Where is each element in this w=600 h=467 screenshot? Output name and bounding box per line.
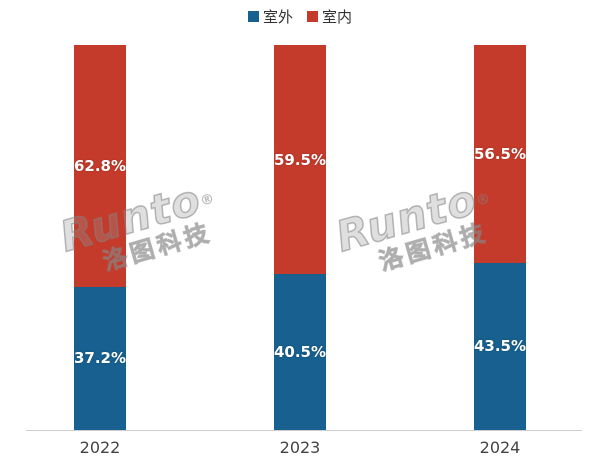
legend-label-outdoor: 室外 [262, 8, 293, 26]
bar-segment-室内-2022: 62.8% [74, 45, 126, 287]
bar-value-label: 40.5% [273, 343, 327, 362]
x-axis-labels: 2022 2023 2024 [0, 438, 600, 457]
bar-value-label: 56.5% [473, 144, 527, 163]
bar-value-label: 37.2% [73, 349, 127, 368]
bar-segment-室外-2023: 40.5% [274, 274, 326, 430]
x-tick-2022: 2022 [79, 438, 121, 457]
legend-label-indoor: 室内 [322, 8, 353, 26]
bar-segment-室内-2024: 56.5% [474, 45, 526, 263]
chart-legend: 室外 室内 [0, 6, 600, 27]
x-tick-2023: 2023 [279, 438, 321, 457]
bar-value-label: 59.5% [273, 150, 327, 169]
bar-segment-室外-2024: 43.5% [473, 262, 527, 430]
plot-area: 62.8% 37.2% 59.5% 40.5% 56.5% 43.5% [0, 45, 600, 430]
bar-segment-室内-2023: 59.5% [273, 45, 327, 275]
bar-column-2022: 62.8% 37.2% [74, 45, 126, 430]
bar-segment-室外-2022: 37.2% [73, 286, 127, 430]
legend-swatch-indoor-icon [307, 11, 318, 22]
bar-value-label: 62.8% [73, 156, 127, 175]
bar-value-label: 43.5% [473, 337, 527, 356]
bar-column-2024: 56.5% 43.5% [474, 45, 526, 430]
x-axis-line [26, 430, 582, 431]
legend-swatch-outdoor-icon [247, 11, 259, 22]
x-tick-2024: 2024 [479, 438, 521, 457]
legend-item-outdoor: 室外 [247, 6, 293, 27]
legend-item-indoor: 室内 [307, 6, 352, 27]
bar-column-2023: 59.5% 40.5% [274, 45, 326, 430]
